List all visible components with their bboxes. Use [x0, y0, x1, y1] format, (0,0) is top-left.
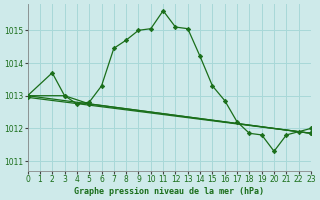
- X-axis label: Graphe pression niveau de la mer (hPa): Graphe pression niveau de la mer (hPa): [74, 187, 264, 196]
